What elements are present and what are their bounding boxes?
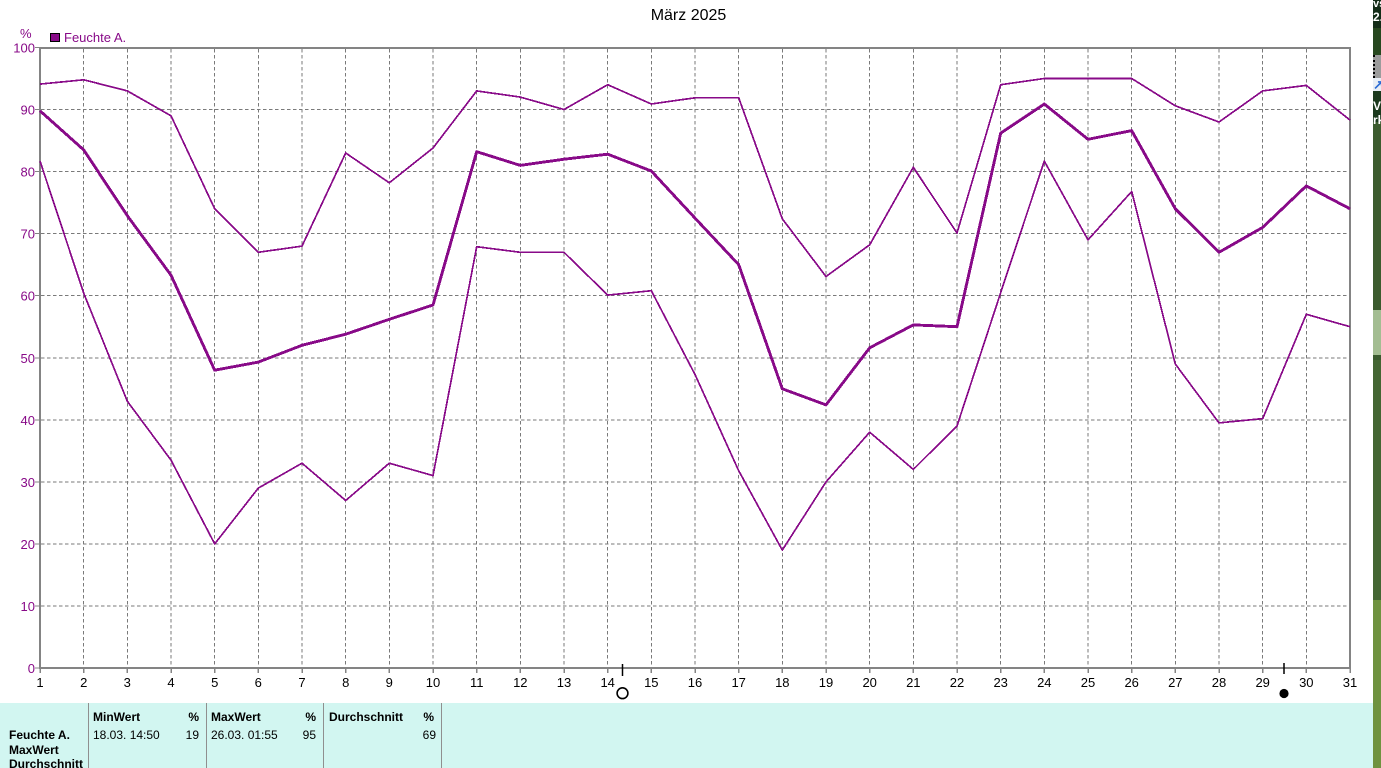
svg-text:25: 25	[1081, 675, 1095, 690]
svg-text:100: 100	[13, 41, 35, 56]
svg-text:4: 4	[167, 675, 174, 690]
svg-text:90: 90	[21, 103, 35, 118]
svg-text:30: 30	[1299, 675, 1313, 690]
svg-text:18: 18	[775, 675, 789, 690]
svg-text:11: 11	[470, 675, 484, 690]
svg-text:30: 30	[21, 475, 35, 490]
svg-text:10: 10	[21, 599, 35, 614]
svg-text:70: 70	[21, 227, 35, 242]
svg-text:3: 3	[124, 675, 131, 690]
svg-text:27: 27	[1168, 675, 1182, 690]
svg-text:20: 20	[21, 537, 35, 552]
svg-text:16: 16	[688, 675, 702, 690]
svg-text:26: 26	[1124, 675, 1138, 690]
svg-text:17: 17	[731, 675, 745, 690]
svg-text:28: 28	[1212, 675, 1226, 690]
svg-text:40: 40	[21, 413, 35, 428]
svg-text:23: 23	[993, 675, 1007, 690]
svg-text:29: 29	[1255, 675, 1269, 690]
svg-text:50: 50	[21, 351, 35, 366]
svg-text:60: 60	[21, 289, 35, 304]
svg-text:24: 24	[1037, 675, 1051, 690]
svg-text:2: 2	[80, 675, 87, 690]
svg-text:21: 21	[906, 675, 920, 690]
svg-text:13: 13	[557, 675, 571, 690]
svg-text:7: 7	[298, 675, 305, 690]
svg-text:9: 9	[386, 675, 393, 690]
svg-text:8: 8	[342, 675, 349, 690]
svg-text:19: 19	[819, 675, 833, 690]
svg-text:0: 0	[28, 661, 35, 676]
svg-text:22: 22	[950, 675, 964, 690]
svg-text:15: 15	[644, 675, 658, 690]
svg-text:20: 20	[862, 675, 876, 690]
svg-text:14: 14	[600, 675, 614, 690]
svg-text:80: 80	[21, 165, 35, 180]
svg-text:6: 6	[255, 675, 262, 690]
svg-text:1: 1	[36, 675, 43, 690]
svg-text:12: 12	[513, 675, 527, 690]
svg-text:31: 31	[1343, 675, 1357, 690]
svg-text:10: 10	[426, 675, 440, 690]
svg-text:5: 5	[211, 675, 218, 690]
